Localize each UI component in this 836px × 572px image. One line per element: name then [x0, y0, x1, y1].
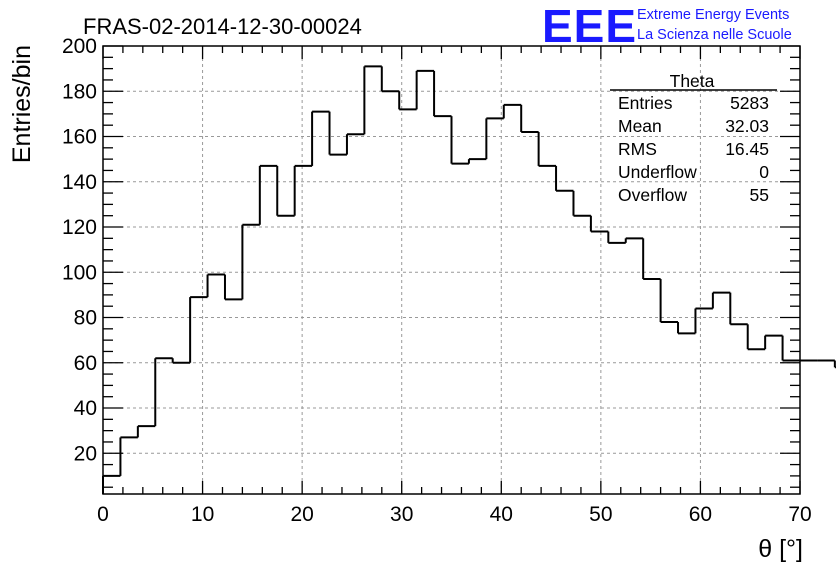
- x-tick-label: 20: [290, 503, 313, 526]
- chart-title: FRAS-02-2014-12-30-00024: [83, 14, 362, 39]
- x-tick-labels: 0 10 20 30 40 50 60 70: [97, 503, 812, 526]
- x-tick-label: 10: [191, 503, 214, 526]
- stats-label: Mean: [618, 116, 662, 136]
- stats-value: 32.03: [725, 116, 769, 136]
- stats-label: Entries: [618, 93, 673, 113]
- y-tick-label: 80: [74, 307, 97, 330]
- logo-line-1: Extreme Energy Events: [637, 7, 789, 23]
- stats-box-title: Theta: [670, 71, 715, 91]
- x-tick-label: 30: [390, 503, 413, 526]
- x-tick-label: 60: [689, 503, 712, 526]
- stats-value: 0: [759, 162, 769, 182]
- stats-value: 5283: [730, 93, 769, 113]
- y-tick-label: 140: [62, 171, 97, 194]
- logo-eee: EEE: [542, 0, 637, 52]
- x-tick-label: 70: [788, 503, 811, 526]
- x-tick-label: 50: [589, 503, 612, 526]
- y-tick-label: 40: [74, 397, 97, 420]
- stats-box: Theta Entries 5283 Mean 32.03 RMS 16.45 Underf…: [610, 71, 777, 205]
- grid: [103, 46, 800, 494]
- stats-label: Underflow: [618, 162, 697, 182]
- y-tick-label: 200: [62, 35, 97, 58]
- x-tick-label: 0: [97, 503, 109, 526]
- y-tick-label: 20: [74, 442, 97, 465]
- logo-line-2: La Scienza nelle Scuole: [637, 27, 792, 43]
- x-axis-title: θ [°]: [758, 535, 803, 563]
- y-tick-label: 100: [62, 261, 97, 284]
- axis-ticks: [102, 45, 801, 494]
- stats-label: Overflow: [618, 185, 687, 205]
- y-tick-label: 180: [62, 80, 97, 103]
- y-tick-label: 60: [74, 352, 97, 375]
- logo: EEE Extreme Energy Events La Scienza nel…: [542, 0, 792, 52]
- plot-frame: [102, 45, 801, 495]
- stats-value: 16.45: [725, 139, 769, 159]
- y-tick-labels: 20 40 60 80 100 120 140 160 180 200: [62, 35, 97, 465]
- y-axis-title: Entries/bin: [8, 45, 36, 163]
- stats-rows: Entries 5283 Mean 32.03 RMS 16.45 Underflow 0 Ov…: [618, 93, 769, 205]
- y-tick-label: 120: [62, 216, 97, 239]
- x-tick-label: 40: [490, 503, 513, 526]
- y-tick-label: 160: [62, 126, 97, 149]
- stats-label: RMS: [618, 139, 657, 159]
- plot-border: [102, 45, 801, 495]
- stats-value: 55: [750, 185, 769, 205]
